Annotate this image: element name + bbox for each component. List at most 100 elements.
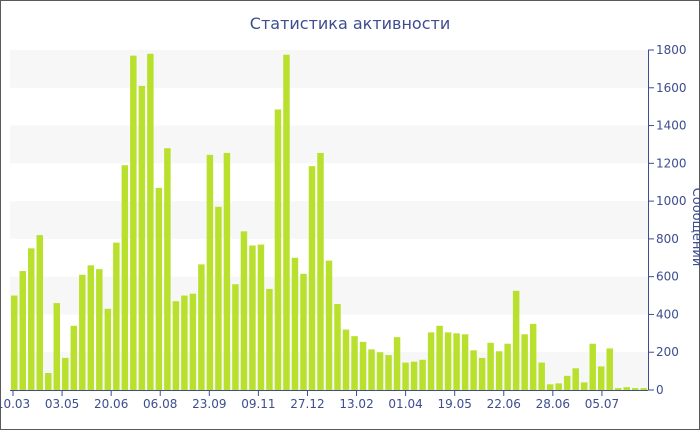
bar bbox=[130, 55, 137, 391]
bar bbox=[504, 343, 511, 390]
bar bbox=[632, 388, 639, 390]
bars bbox=[11, 53, 647, 391]
bar bbox=[240, 231, 248, 390]
bar bbox=[495, 351, 503, 390]
x-tick-label: 27.12 bbox=[290, 397, 324, 411]
y-tick-label: 600 bbox=[656, 270, 679, 284]
bar bbox=[104, 308, 112, 390]
bar bbox=[206, 154, 214, 390]
bar bbox=[529, 323, 537, 390]
y-tick-label: 1600 bbox=[656, 81, 687, 95]
bar bbox=[589, 343, 596, 390]
bar bbox=[70, 325, 78, 390]
grid-band bbox=[10, 201, 648, 239]
bar bbox=[521, 334, 528, 390]
x-tick-label: 09.11 bbox=[241, 397, 275, 411]
x-tick-label: 28.06 bbox=[536, 397, 570, 411]
bar bbox=[512, 290, 520, 390]
bar bbox=[36, 235, 44, 390]
bar bbox=[155, 187, 163, 390]
bar bbox=[555, 383, 562, 390]
bar bbox=[580, 382, 588, 390]
bar bbox=[215, 206, 222, 390]
bar bbox=[351, 336, 358, 390]
bar bbox=[376, 352, 384, 390]
x-tick-label: 22.06 bbox=[487, 397, 521, 411]
bar bbox=[461, 334, 469, 390]
x-tick-label: 06.08 bbox=[143, 397, 177, 411]
bar bbox=[410, 361, 418, 390]
bar bbox=[300, 273, 307, 390]
y-tick-label: 200 bbox=[656, 345, 679, 359]
bar bbox=[266, 288, 273, 390]
bar bbox=[487, 342, 494, 390]
grid-bands bbox=[10, 50, 648, 390]
bar bbox=[614, 388, 622, 390]
bar bbox=[181, 295, 188, 390]
bar bbox=[393, 337, 401, 390]
chart-title: Статистика активности bbox=[249, 14, 451, 33]
x-tick-label: 23.09 bbox=[192, 397, 226, 411]
bar bbox=[623, 387, 630, 390]
bar bbox=[249, 245, 256, 390]
bar bbox=[79, 274, 86, 390]
y-tick-label: 1800 bbox=[656, 43, 687, 57]
bar bbox=[606, 348, 613, 390]
bar bbox=[368, 349, 375, 390]
bar bbox=[546, 384, 554, 390]
bar bbox=[436, 325, 443, 390]
bar bbox=[121, 165, 129, 390]
bar bbox=[470, 350, 477, 390]
grid-band bbox=[10, 125, 648, 164]
bar bbox=[342, 329, 350, 390]
bar bbox=[11, 295, 18, 390]
bar bbox=[478, 357, 486, 390]
bar bbox=[62, 357, 69, 390]
x-tick-label: 19.05 bbox=[438, 397, 472, 411]
bar bbox=[274, 109, 282, 390]
bar bbox=[640, 388, 647, 390]
axes bbox=[10, 49, 654, 396]
bar bbox=[96, 269, 103, 390]
bar bbox=[19, 271, 26, 390]
y-tick-label: 1000 bbox=[656, 194, 687, 208]
bar bbox=[45, 373, 52, 390]
bar bbox=[138, 85, 146, 390]
bar bbox=[325, 260, 333, 390]
bar bbox=[572, 368, 579, 390]
bar bbox=[402, 362, 409, 390]
bar bbox=[563, 375, 571, 390]
bar bbox=[223, 152, 231, 390]
y-tick-label: 1200 bbox=[656, 156, 687, 170]
bar bbox=[87, 265, 95, 390]
bar bbox=[257, 244, 265, 390]
y-tick-labels: 0 200 400 600 800 1000 1200 1400 1600 1800 bbox=[656, 43, 687, 397]
x-tick-label: 13.02 bbox=[339, 397, 373, 411]
bar bbox=[359, 341, 367, 390]
grid-band bbox=[10, 50, 648, 88]
bar bbox=[283, 54, 290, 390]
x-tick-labels: 10.03 03.05 20.06 06.08 23.09 09.11 27.12 13.02… bbox=[0, 397, 619, 411]
y-tick-label: 0 bbox=[656, 383, 664, 397]
bar bbox=[53, 303, 61, 390]
x-tick-label: 03.05 bbox=[45, 397, 79, 411]
bar bbox=[444, 332, 452, 390]
bar bbox=[419, 359, 426, 390]
y-tick-label: 400 bbox=[656, 307, 679, 321]
x-tick-label: 20.06 bbox=[94, 397, 128, 411]
bar bbox=[453, 333, 460, 390]
bar bbox=[427, 332, 435, 390]
bar bbox=[28, 248, 35, 390]
bar bbox=[308, 166, 316, 390]
bar bbox=[334, 304, 341, 390]
y-axis-title: Сообщений bbox=[689, 188, 700, 267]
bar bbox=[291, 257, 299, 390]
bar bbox=[317, 152, 324, 390]
y-tick-label: 800 bbox=[656, 232, 679, 246]
y-tick-label: 1400 bbox=[656, 119, 687, 133]
bar bbox=[189, 293, 197, 390]
bar bbox=[172, 301, 180, 390]
x-tick-label: 10.03 bbox=[0, 397, 30, 411]
x-tick-label: 05.07 bbox=[585, 397, 619, 411]
